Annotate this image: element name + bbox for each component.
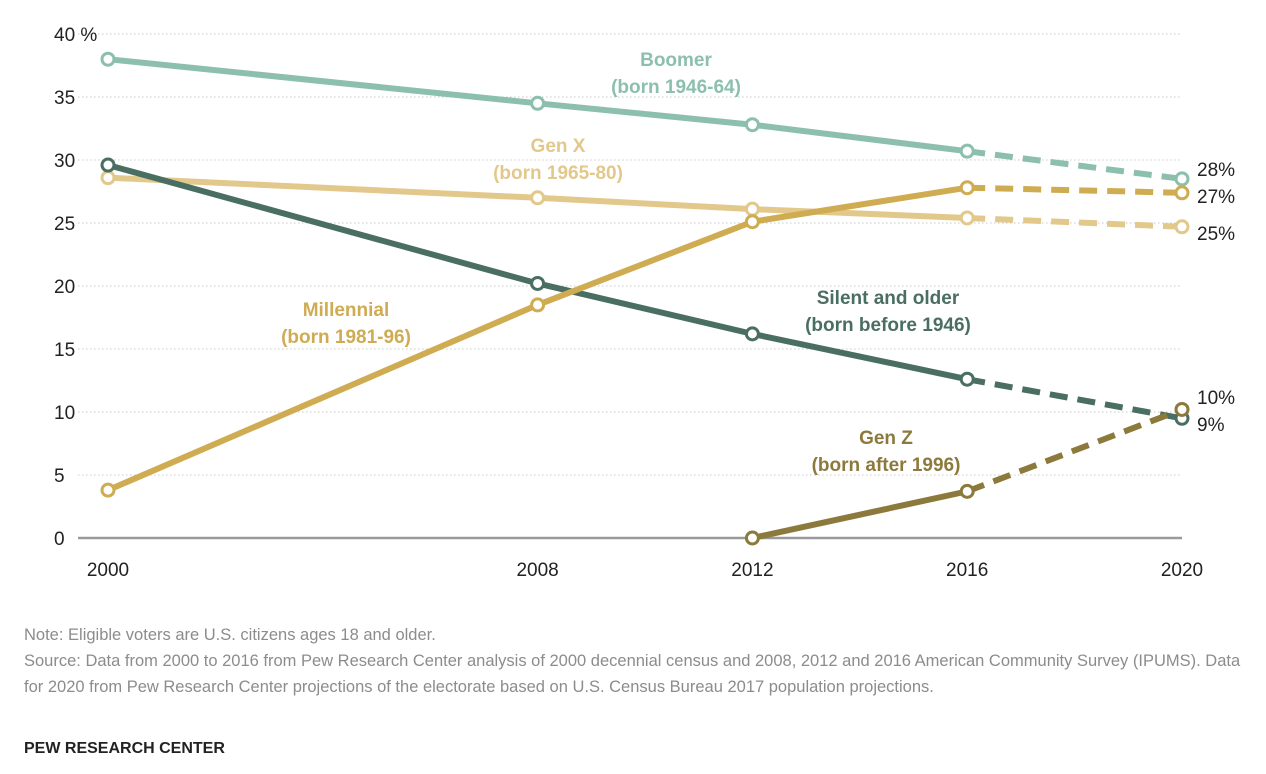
genz-point-2020 [1174, 401, 1190, 417]
boomer-point-2012 [744, 117, 760, 133]
millennial-point-2016 [959, 180, 975, 196]
series-lines [105, 56, 1184, 541]
genx-point-2000 [100, 170, 116, 186]
boomer-point-2008 [530, 95, 546, 111]
millennial-point-2020 [1174, 185, 1190, 201]
silent-point-2000 [100, 157, 116, 173]
boomer-point-2000 [100, 51, 116, 67]
chart-footer: Note: Eligible voters are U.S. citizens … [24, 622, 1244, 700]
y-tick-label-0: 0 [54, 529, 65, 550]
genz-line [749, 488, 971, 541]
genz-sublabel: (born after 1996) [812, 455, 961, 476]
millennial-line [105, 184, 971, 494]
genx-projection-line [967, 214, 1183, 230]
boomer-end-value-label: 28% [1197, 160, 1235, 181]
millennial-sublabel: (born 1981-96) [281, 327, 411, 348]
millennial-name-label: Millennial [303, 300, 390, 321]
y-tick-label-10: 10 [54, 403, 75, 424]
boomer-point-2020 [1174, 171, 1190, 187]
chart-svg: 0 5 10 15 20 25 30 35 40 % 2000 2008 2012 2016 2020 B… [54, 25, 1235, 581]
silent-projection-line [966, 376, 1183, 422]
genx-point-2012 [744, 201, 760, 217]
silent-point-2016 [959, 371, 975, 387]
genx-end-value-label: 25% [1197, 224, 1235, 245]
note-text: Note: Eligible voters are U.S. citizens … [24, 626, 436, 644]
genx-sublabel: (born 1965-80) [493, 163, 623, 184]
source-text: Source: Data from 2000 to 2016 from Pew … [24, 652, 1241, 696]
genz-projection-line [966, 406, 1184, 495]
genx-point-2016 [959, 210, 975, 226]
silent-point-2012 [744, 326, 760, 342]
y-tick-label-30: 30 [54, 151, 75, 172]
genx-point-2008 [530, 190, 546, 206]
silent-line [105, 162, 971, 383]
genz-point-2016 [959, 483, 975, 499]
silent-end-value-label: 9% [1197, 415, 1225, 436]
silent-name-label: Silent and older [817, 288, 960, 309]
axes: 0 5 10 15 20 25 30 35 40 % 2000 2008 2012 2016 2020 [54, 25, 1203, 581]
millennial-end-value-label: 27% [1197, 187, 1235, 208]
x-tick-label-2020: 2020 [1161, 560, 1203, 581]
millennial-point-2008 [530, 297, 546, 313]
boomer-line [105, 56, 971, 155]
y-tick-label-20: 20 [54, 277, 75, 298]
genz-name-label: Gen Z [859, 428, 913, 449]
silent-sublabel: (born before 1946) [805, 315, 971, 336]
series-points [100, 51, 1190, 546]
millennial-point-2000 [100, 482, 116, 498]
genz-point-2012 [744, 530, 760, 546]
millennial-point-2012 [744, 214, 760, 230]
y-tick-label-5: 5 [54, 466, 65, 487]
y-tick-label-15: 15 [54, 340, 75, 361]
series-labels: Boomer (born 1946-64) 28% Gen X (born 1965-8… [281, 50, 1235, 476]
boomer-projection-line [966, 148, 1183, 182]
boomer-sublabel: (born 1946-64) [611, 77, 741, 98]
boomer-point-2016 [959, 143, 975, 159]
grid-lines [78, 33, 1182, 476]
genx-name-label: Gen X [531, 136, 586, 157]
genz-end-value-label: 10% [1197, 388, 1235, 409]
boomer-name-label: Boomer [640, 50, 712, 71]
silent-point-2008 [530, 275, 546, 291]
x-tick-label-2008: 2008 [516, 560, 558, 581]
x-tick-label-2000: 2000 [87, 560, 129, 581]
genx-point-2020 [1174, 219, 1190, 235]
y-tick-label-40: 40 % [54, 25, 97, 46]
genx-line [105, 174, 971, 221]
millennial-projection-line [967, 184, 1183, 196]
y-tick-label-25: 25 [54, 214, 75, 235]
x-tick-label-2012: 2012 [731, 560, 773, 581]
x-tick-label-2016: 2016 [946, 560, 988, 581]
y-tick-label-35: 35 [54, 88, 75, 109]
chart: 0 5 10 15 20 25 30 35 40 % 2000 2008 2012 2016 2020 B… [54, 25, 1235, 581]
brand-logo-text: PEW RESEARCH CENTER [24, 740, 225, 757]
